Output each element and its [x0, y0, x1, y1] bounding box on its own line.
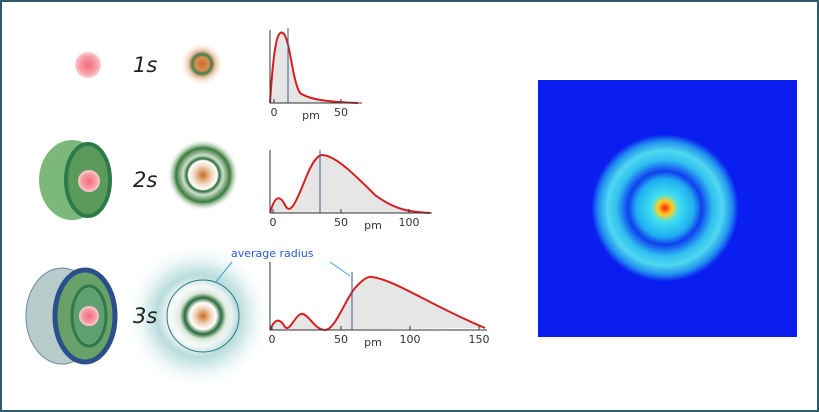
orbital-cloud — [170, 283, 236, 349]
orbital-cloud — [167, 139, 239, 211]
orbital-label: 1s — [133, 53, 157, 77]
sphere — [75, 52, 101, 78]
tick-label: 100 — [400, 333, 421, 346]
tick-label: 0 — [271, 106, 278, 119]
orbital-cloud — [180, 42, 224, 86]
axis-unit: pm — [302, 109, 320, 122]
tick-label: 50 — [334, 333, 348, 346]
tick-label: 50 — [334, 216, 348, 229]
tick-label: 0 — [269, 333, 276, 346]
axis-unit: pm — [364, 219, 382, 232]
sphere — [78, 170, 100, 192]
tick-label: 0 — [270, 216, 277, 229]
sphere — [79, 306, 99, 326]
tick-label: 100 — [399, 216, 420, 229]
orbital-label: 2s — [133, 168, 157, 192]
figure: 1s 2s 3s average radius 0 50 pm 0 50 100 pm 0 50… — [0, 0, 819, 412]
tick-label: 150 — [469, 333, 490, 346]
density-rings — [550, 93, 780, 323]
orbital-label: 3s — [133, 304, 157, 328]
tick-label: 50 — [334, 106, 348, 119]
annotation: average radius — [231, 247, 314, 260]
axis-unit: pm — [364, 336, 382, 349]
